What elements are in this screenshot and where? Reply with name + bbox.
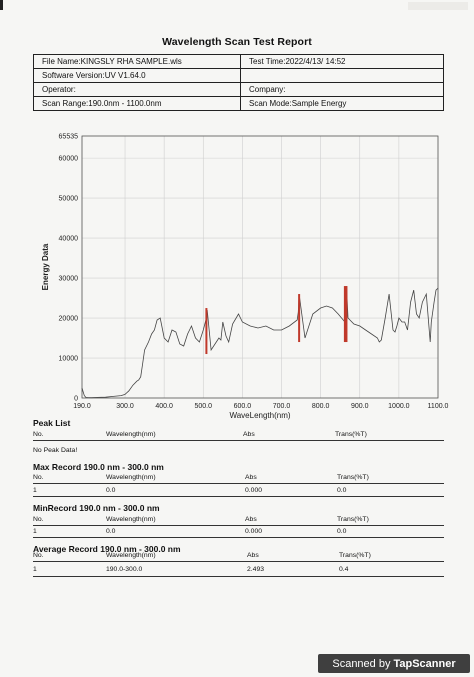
col-wavelength: Wavelength(nm) <box>106 431 156 438</box>
col-trans: Trans(%T) <box>337 474 369 481</box>
col-trans: Trans(%T) <box>335 431 367 438</box>
scan-mode: Scan Mode:Sample Energy <box>240 96 444 111</box>
bleed-through-text <box>408 2 468 10</box>
average-record-title: Average Record 190.0 nm - 300.0 nm <box>33 544 181 554</box>
col-no: No. <box>33 552 44 559</box>
divider <box>33 576 444 577</box>
cell-trans: 0.0 <box>337 528 347 535</box>
x-tick-label: 190.0 <box>73 403 91 410</box>
company: Company: <box>240 82 444 97</box>
col-abs: Abs <box>245 516 257 523</box>
blank-cell <box>240 68 444 83</box>
col-no: No. <box>33 474 44 481</box>
cell-no: 1 <box>33 528 37 535</box>
energy-chart-svg: 0 10000 20000 30000 40000 50000 60000 65535 190.… <box>41 134 449 421</box>
x-axis-label: WaveLength(nm) <box>229 411 290 420</box>
x-tick-label: 400.0 <box>155 403 173 410</box>
cell-no: 1 <box>33 487 37 494</box>
y-tick-label: 10000 <box>59 356 79 363</box>
y-tick-label: 65535 <box>59 134 79 141</box>
col-wavelength: Wavelength(nm) <box>106 552 156 559</box>
no-peak-text: No Peak Data! <box>33 447 78 454</box>
operator: Operator: <box>33 82 241 97</box>
scanner-watermark: Scanned by TapScanner <box>318 654 470 673</box>
cell-no: 1 <box>33 566 37 573</box>
cell-trans: 0.4 <box>339 566 349 573</box>
cell-trans: 0.0 <box>337 487 347 494</box>
x-tick-label: 600.0 <box>234 403 252 410</box>
energy-series-line <box>81 286 439 399</box>
x-tick-label: 300.0 <box>116 403 134 410</box>
y-tick-label: 0 <box>74 396 78 403</box>
divider <box>33 440 444 441</box>
cell-wavelength: 0.0 <box>106 528 116 535</box>
col-no: No. <box>33 431 44 438</box>
min-record-title: MinRecord 190.0 nm - 300.0 nm <box>33 503 160 513</box>
x-tick-label: 1000.0 <box>388 403 410 410</box>
report-title: Wavelength Scan Test Report <box>162 36 312 48</box>
file-name: File Name:KINGSLY RHA SAMPLE.wls <box>33 54 241 69</box>
x-tick-label: 900.0 <box>351 403 369 410</box>
y-tick-label: 50000 <box>59 196 79 203</box>
software-version: Software Version:UV V1.64.0 <box>33 68 241 83</box>
col-abs: Abs <box>245 474 257 481</box>
divider <box>33 525 444 526</box>
col-abs: Abs <box>243 431 255 438</box>
scanned-by-text: Scanned by <box>332 657 391 670</box>
cell-wavelength: 0.0 <box>106 487 116 494</box>
col-trans: Trans(%T) <box>337 516 369 523</box>
cell-wavelength: 190.0-300.0 <box>106 566 143 573</box>
cell-abs: 0.000 <box>245 528 263 535</box>
x-tick-label: 800.0 <box>312 403 330 410</box>
divider <box>33 561 444 562</box>
plot-frame <box>81 135 439 399</box>
divider <box>33 483 444 484</box>
col-no: No. <box>33 516 44 523</box>
energy-chart: 0 10000 20000 30000 40000 50000 60000 65535 190.… <box>0 128 474 428</box>
y-tick-label: 40000 <box>59 236 79 243</box>
test-time: Test Time:2022/4/13/ 14:52 <box>240 54 444 69</box>
cell-abs: 2.493 <box>247 566 265 573</box>
x-tick-label: 500.0 <box>195 403 213 410</box>
y-tick-label: 60000 <box>59 156 79 163</box>
scan-edge-mark <box>0 0 3 10</box>
report-info-table: File Name:KINGSLY RHA SAMPLE.wls Test Ti… <box>33 54 444 111</box>
col-wavelength: Wavelength(nm) <box>106 474 156 481</box>
x-tick-label: 700.0 <box>273 403 291 410</box>
y-axis-label: Energy Data <box>41 243 50 290</box>
y-tick-label: 20000 <box>59 316 79 323</box>
divider <box>33 496 444 497</box>
tapscanner-brand: TapScanner <box>393 657 456 670</box>
max-record-title: Max Record 190.0 nm - 300.0 nm <box>33 462 164 472</box>
x-tick-label: 1100.0 <box>428 403 449 410</box>
cell-abs: 0.000 <box>245 487 263 494</box>
y-tick-label: 30000 <box>59 276 79 283</box>
scan-range: Scan Range:190.0nm - 1100.0nm <box>33 96 241 111</box>
peak-list-title: Peak List <box>33 418 71 428</box>
col-trans: Trans(%T) <box>339 552 371 559</box>
divider <box>33 537 444 538</box>
col-wavelength: Wavelength(nm) <box>106 516 156 523</box>
col-abs: Abs <box>247 552 259 559</box>
